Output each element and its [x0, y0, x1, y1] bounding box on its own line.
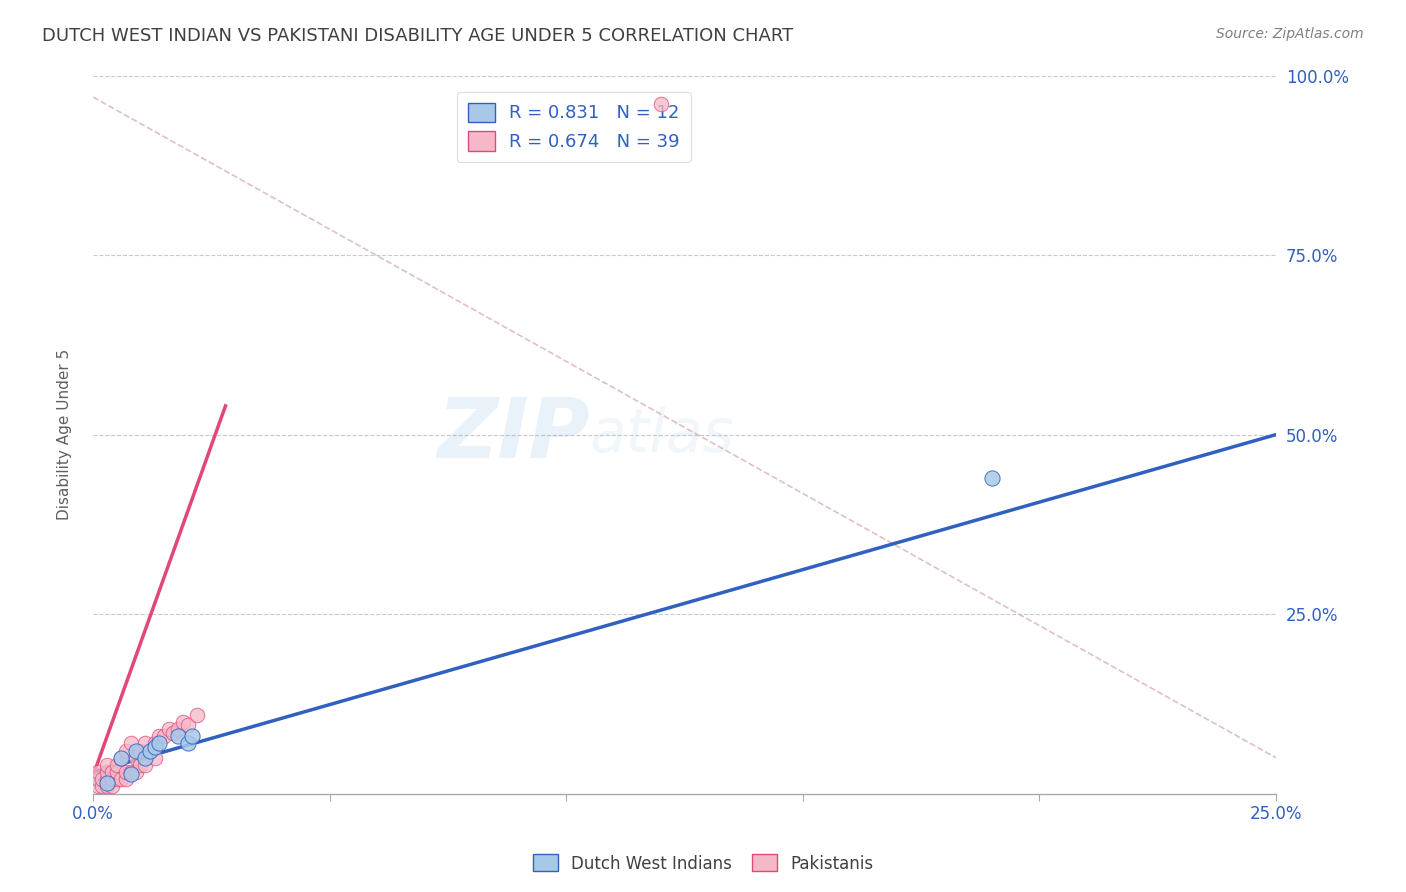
Point [105, 765, 128, 780]
Point [139, 743, 162, 757]
Point [120, 766, 142, 780]
Point [134, 751, 156, 765]
Point [96, 772, 118, 787]
Point [129, 743, 152, 757]
Point [162, 725, 184, 739]
Y-axis label: Disability Age Under 5: Disability Age Under 5 [58, 349, 72, 520]
Point [148, 729, 170, 743]
Point [120, 765, 142, 780]
Point [167, 729, 190, 743]
Point [96, 758, 118, 772]
Point [105, 758, 128, 772]
Legend: Dutch West Indians, Pakistanis: Dutch West Indians, Pakistanis [526, 847, 880, 880]
Point [87, 765, 110, 780]
Point [981, 471, 1004, 485]
Legend: R = 0.831   N = 12, R = 0.674   N = 39: R = 0.831 N = 12, R = 0.674 N = 39 [457, 92, 690, 162]
Point [176, 718, 198, 732]
Point [96, 776, 118, 790]
Point [96, 780, 118, 794]
Point [157, 722, 180, 736]
Point [101, 765, 124, 780]
Point [120, 736, 142, 750]
Point [124, 765, 146, 780]
Point [91, 772, 114, 787]
Point [110, 751, 132, 765]
Point [96, 765, 118, 780]
Point [124, 751, 146, 765]
Text: DUTCH WEST INDIAN VS PAKISTANI DISABILITY AGE UNDER 5 CORRELATION CHART: DUTCH WEST INDIAN VS PAKISTANI DISABILIT… [42, 27, 793, 45]
Text: ZIP: ZIP [437, 394, 591, 475]
Point [143, 739, 166, 754]
Point [143, 736, 166, 750]
Point [129, 758, 152, 772]
Point [101, 780, 124, 794]
Point [186, 707, 208, 722]
Point [148, 736, 170, 750]
Point [115, 765, 138, 780]
Point [167, 722, 190, 736]
Point [110, 772, 132, 787]
Point [143, 751, 166, 765]
Point [124, 743, 146, 757]
Point [134, 736, 156, 750]
Point [115, 743, 138, 757]
Point [134, 758, 156, 772]
Point [115, 772, 138, 787]
Point [91, 780, 114, 794]
Point [181, 729, 204, 743]
Point [176, 736, 198, 750]
Point [105, 772, 128, 787]
Point [110, 751, 132, 765]
Point [101, 772, 124, 787]
Point [172, 714, 194, 729]
Text: atlas: atlas [591, 406, 735, 464]
Text: Source: ZipAtlas.com: Source: ZipAtlas.com [1216, 27, 1364, 41]
Point [153, 729, 176, 743]
Point [87, 780, 110, 794]
Point [87, 772, 110, 787]
Point [650, 97, 672, 112]
